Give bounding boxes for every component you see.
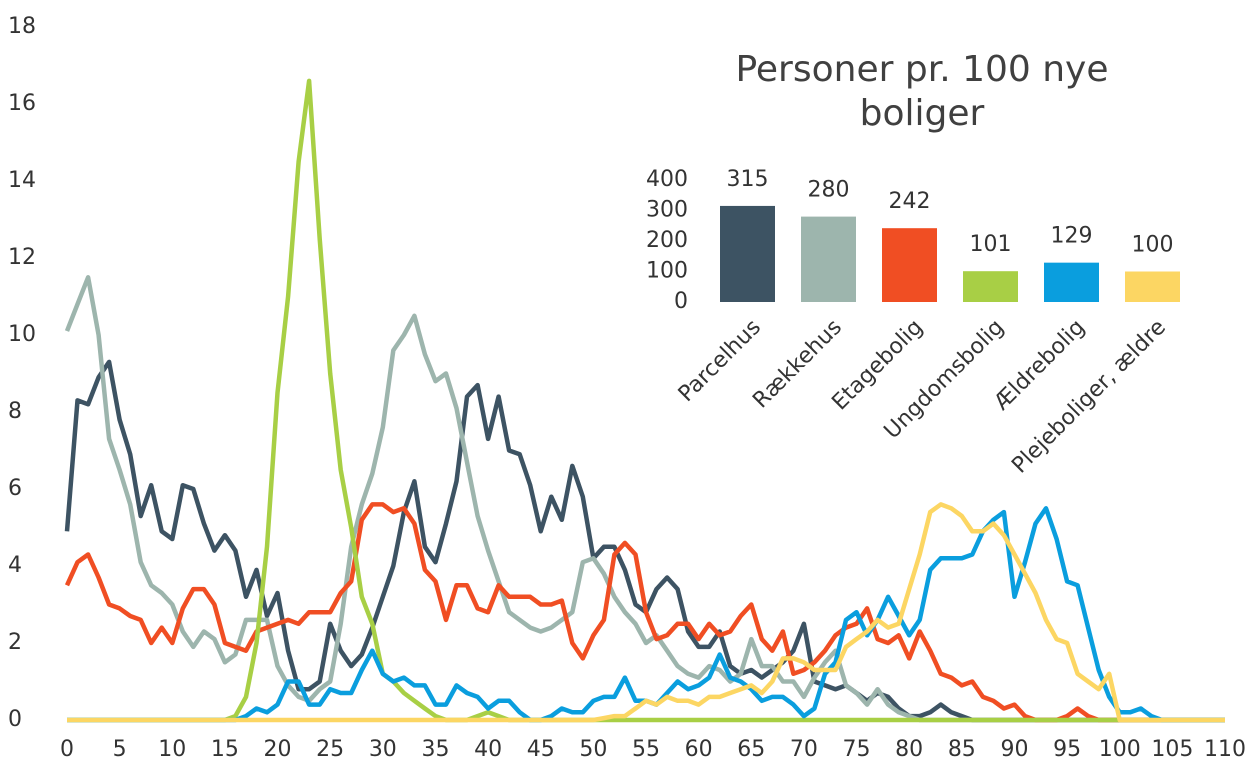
y-tick-label: 16 [8,91,36,116]
x-tick-label: 45 [527,737,555,762]
y-tick-label: 4 [8,553,22,578]
bar [1125,271,1180,302]
y-tick-label: 18 [8,14,36,39]
x-tick-label: 90 [1000,737,1028,762]
y-tick-label: 6 [8,476,22,501]
x-tick-label: 85 [948,737,976,762]
bar [963,271,1018,302]
series-line [67,502,1225,723]
bar [720,205,775,302]
series-line [64,502,1225,723]
inset-y-tick-label: 100 [646,259,688,284]
x-tick-label: 110 [1204,737,1246,762]
y-tick-label: 10 [8,322,36,347]
bar [882,228,937,302]
series-line [67,78,1225,723]
y-tick-label: 0 [8,707,22,732]
x-tick-label: 40 [474,737,502,762]
x-tick-label: 75 [843,737,871,762]
x-tick-label: 35 [421,737,449,762]
y-tick-label: 14 [8,168,36,193]
x-tick-label: 55 [632,737,660,762]
x-tick-label: 95 [1053,737,1081,762]
inset-y-tick-label: 0 [674,289,688,314]
x-tick-label: 15 [211,737,239,762]
x-tick-label: 20 [264,737,292,762]
x-tick-label: 10 [158,737,186,762]
inset-title: Personer pr. 100 nye boliger [735,49,1109,134]
x-tick-label: 30 [369,737,397,762]
bar [801,216,856,302]
x-tick-label: 0 [60,737,74,762]
inset-y-tick-label: 200 [646,228,688,253]
value-label: 280 [808,178,850,203]
x-tick-label: 60 [685,737,713,762]
value-label: 242 [889,189,931,214]
inset-y-tick-label: 400 [646,167,688,192]
value-label: 129 [1051,224,1093,249]
x-tick-label: 25 [316,737,344,762]
y-tick-label: 12 [8,245,36,270]
x-tick-label: 80 [895,737,923,762]
y-tick-label: 8 [8,399,22,424]
bar [1044,262,1099,302]
x-tick-label: 5 [113,737,127,762]
x-tick-label: 70 [790,737,818,762]
x-tick-label: 65 [737,737,765,762]
inset-y-tick-label: 300 [646,198,688,223]
value-label: 100 [1132,233,1174,258]
y-tick-label: 2 [8,630,22,655]
value-label: 315 [727,167,769,192]
x-tick-label: 105 [1151,737,1193,762]
x-tick-label: 50 [579,737,607,762]
value-label: 101 [970,232,1012,257]
x-tick-label: 100 [1099,737,1141,762]
